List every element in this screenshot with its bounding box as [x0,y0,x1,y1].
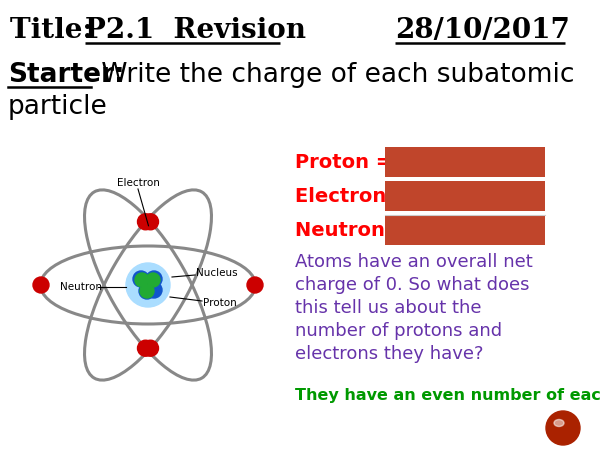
Circle shape [140,284,154,298]
Circle shape [137,214,154,230]
Text: Atoms have an overall net
charge of 0. So what does
this tell us about the
numbe: Atoms have an overall net charge of 0. S… [295,253,533,363]
Circle shape [133,271,149,287]
FancyBboxPatch shape [385,181,545,211]
Circle shape [137,340,154,356]
Text: Proton =: Proton = [295,153,392,171]
Circle shape [142,214,158,230]
Text: Nucleus: Nucleus [196,268,238,278]
Circle shape [146,271,162,287]
Circle shape [135,273,149,287]
Circle shape [146,273,160,287]
Text: particle: particle [8,94,108,120]
Circle shape [143,340,158,356]
FancyBboxPatch shape [385,215,545,245]
Circle shape [139,283,155,299]
Text: Electron: Electron [116,178,160,188]
Ellipse shape [554,419,564,427]
Circle shape [33,277,49,293]
Text: They have an even number of each!: They have an even number of each! [295,388,600,403]
Text: P2.1  Revision: P2.1 Revision [85,17,306,44]
Text: Neutron: Neutron [60,282,102,292]
Circle shape [247,277,263,293]
Text: Write the charge of each subatomic: Write the charge of each subatomic [93,62,575,88]
Circle shape [126,263,170,307]
FancyBboxPatch shape [385,147,545,177]
Text: Title:: Title: [10,17,102,44]
Text: Neutron =: Neutron = [295,220,408,239]
Circle shape [146,282,162,298]
Circle shape [546,411,580,445]
Text: Proton: Proton [203,298,237,308]
Text: 28/10/2017: 28/10/2017 [395,17,570,44]
Text: Starter:: Starter: [8,62,125,88]
Text: Electron =: Electron = [295,186,409,206]
